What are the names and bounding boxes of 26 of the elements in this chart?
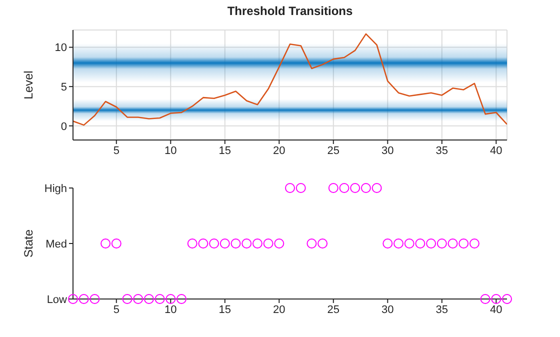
- x-tick-label: 40: [490, 304, 502, 316]
- x-tick-label: 40: [490, 144, 502, 157]
- x-tick-label: 30: [382, 304, 394, 316]
- x-tick-label: 20: [273, 304, 286, 316]
- category-label: High: [44, 182, 67, 195]
- y-tick-label: 0: [60, 120, 67, 133]
- x-tick-label: 25: [327, 144, 340, 157]
- x-tick-label: 10: [164, 304, 177, 316]
- line-series: [73, 33, 507, 126]
- y-axis-title: State: [21, 229, 36, 258]
- x-tick-label: 10: [164, 144, 177, 157]
- x-tick-label: 25: [327, 304, 340, 316]
- x-tick-label: 5: [113, 304, 120, 316]
- x-tick-label: 20: [273, 144, 286, 157]
- x-tick-label: 5: [113, 144, 120, 157]
- category-label: Med: [46, 238, 67, 250]
- y-tick-label: 10: [54, 42, 67, 54]
- x-tick-label: 35: [436, 304, 448, 316]
- category-label: Low: [46, 294, 67, 306]
- y-axis-title: Level: [21, 70, 36, 100]
- x-tick-label: 30: [382, 144, 394, 157]
- x-tick-label: 15: [218, 144, 232, 157]
- x-tick-label: 15: [218, 304, 232, 316]
- x-tick-label: 35: [436, 144, 448, 157]
- chart-title: Threshold Transitions: [226, 4, 354, 18]
- y-tick-label: 5: [60, 81, 67, 94]
